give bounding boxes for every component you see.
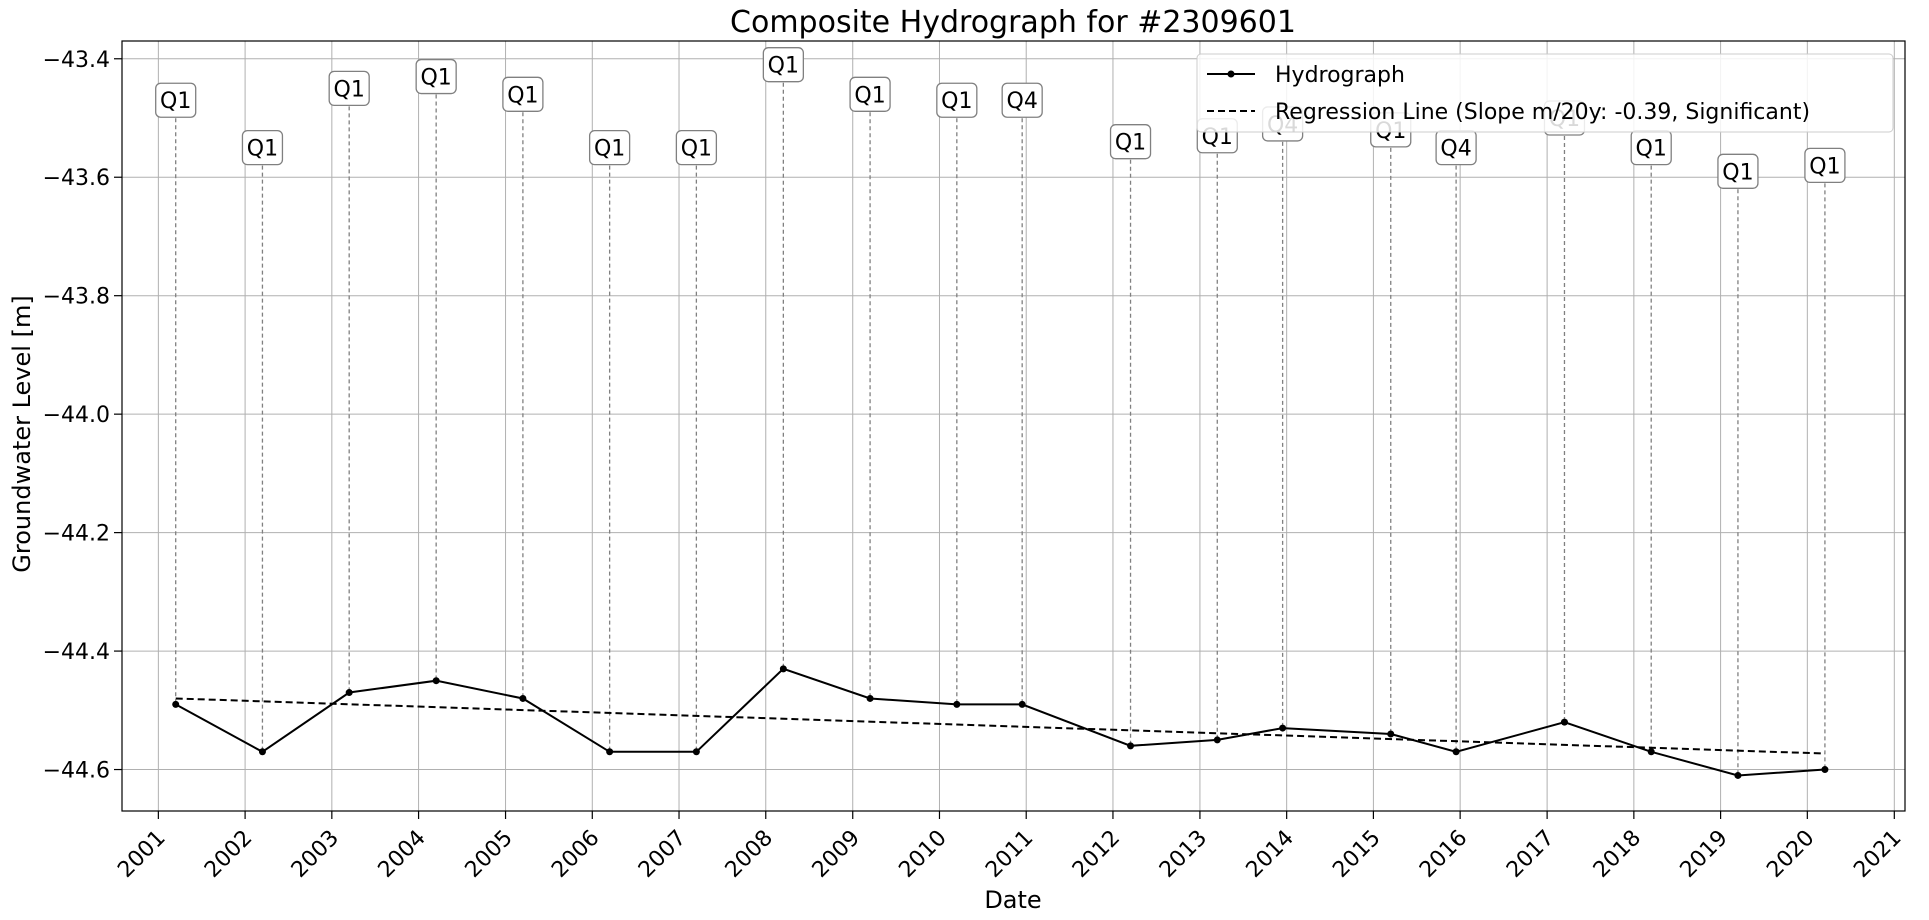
quarter-label: Q1: [247, 137, 278, 162]
y-tick-label: −44.4: [43, 640, 110, 665]
hydrograph-point: [345, 689, 353, 697]
hydrograph-point: [1279, 724, 1287, 732]
series-layer: [172, 665, 1829, 779]
y-tick-label: −43.6: [43, 166, 110, 191]
chart-title: Composite Hydrograph for #2309601: [730, 5, 1296, 40]
legend-regression-label: Regression Line (Slope m/20y: -0.39, Sig…: [1275, 100, 1810, 125]
quarter-label: Q1: [1115, 131, 1146, 156]
hydrograph-point: [866, 694, 874, 702]
quarter-label: Q1: [420, 66, 451, 91]
y-tick-label: −44.6: [43, 759, 110, 784]
quarter-label: Q1: [941, 89, 972, 114]
x-tick-label: 2008: [721, 826, 778, 883]
y-tick-label: −43.4: [43, 48, 110, 73]
x-tick-label: 2004: [374, 826, 431, 883]
hydrograph-line: [175, 667, 1825, 777]
hydrograph-point: [1560, 718, 1568, 726]
quarter-label-box: [675, 129, 718, 166]
y-tick-label: −44.2: [43, 522, 110, 547]
x-tick-label: 2018: [1589, 826, 1646, 883]
quarter-label-box: [155, 82, 197, 118]
quarter-label: Q1: [1722, 160, 1753, 185]
annotation-drop-lines: [175, 82, 1826, 776]
hydrograph-point: [953, 700, 961, 708]
x-tick-label: 2002: [200, 826, 257, 883]
hydrograph-point: [1018, 700, 1026, 708]
x-tick-label: 2005: [461, 826, 518, 883]
quarter-label: Q1: [594, 137, 625, 162]
quarter-label-box: [588, 129, 631, 166]
legend-hydrograph-label: Hydrograph: [1275, 63, 1405, 88]
x-tick-label: 2015: [1328, 826, 1385, 883]
x-tick-label: 2006: [547, 826, 604, 883]
legend: Hydrograph Regression Line (Slope m/20y: …: [1196, 53, 1894, 133]
quarter-label-box: [1001, 82, 1043, 118]
axes: 2001 2002 2003 2004 2005 2006 2007 2008 2009 2010…: [43, 40, 1907, 883]
x-tick-label: 2021: [1849, 826, 1906, 883]
legend-box: [1196, 53, 1894, 133]
hydrograph-point: [1127, 742, 1135, 750]
quarter-label-box: [849, 76, 891, 112]
quarter-label-box: [762, 47, 804, 83]
hydrograph-point: [1647, 748, 1655, 756]
x-tick-label: 2011: [981, 826, 1038, 883]
hydrograph-point: [519, 694, 527, 702]
hydrograph-point: [432, 677, 440, 685]
hydrograph-point: [1213, 736, 1221, 744]
quarter-label: Q1: [1636, 137, 1667, 162]
quarter-label-box: [415, 58, 457, 95]
quarter-label: Q1: [160, 89, 191, 114]
x-tick-label: 2010: [894, 826, 951, 883]
x-tick-label: 2016: [1415, 826, 1472, 883]
x-tick-label: 2007: [634, 826, 691, 883]
x-tick-label: 2019: [1676, 826, 1733, 883]
quarter-label: Q1: [507, 83, 538, 108]
quarter-label: Q1: [681, 137, 712, 162]
y-tick-label: −43.8: [43, 285, 110, 310]
quarter-label-box: [936, 82, 978, 118]
hydrograph-point: [1821, 766, 1829, 774]
quarter-label: Q1: [334, 77, 365, 102]
hydrograph-point: [172, 700, 180, 708]
quarter-label: Q1: [1809, 154, 1840, 179]
hydrograph-point: [1452, 748, 1460, 756]
y-tick-label: −44.0: [43, 403, 110, 428]
hydrograph-point: [692, 748, 700, 756]
quarter-annotations: Q1Q1Q1Q1Q1Q1Q1Q1Q1Q1Q4Q1Q1Q4Q1Q4Q1Q1Q1Q1: [155, 47, 1846, 189]
quarter-label-box: [502, 76, 544, 112]
y-axis-label: Groundwater Level [m]: [8, 295, 36, 572]
quarter-label-box: [1109, 124, 1152, 160]
x-tick-label: 2012: [1068, 826, 1125, 883]
quarter-label-box: [328, 70, 370, 107]
hydrograph-point: [258, 748, 266, 756]
x-tick-label: 2013: [1155, 826, 1212, 883]
quarter-label: Q1: [768, 54, 799, 79]
x-tick-label: 2001: [113, 826, 170, 883]
quarter-label: Q4: [1440, 137, 1471, 162]
quarter-label: Q4: [1007, 89, 1038, 114]
quarter-label-box: [1717, 153, 1759, 189]
legend-hydrograph-marker: [1227, 70, 1235, 78]
regression-line: [175, 697, 1825, 755]
hydrograph-point: [1387, 730, 1395, 738]
x-tick-label: 2017: [1502, 826, 1559, 883]
quarter-label-box: [241, 129, 284, 166]
x-tick-label: 2014: [1242, 826, 1299, 883]
hydrograph-point: [606, 748, 614, 756]
x-tick-label: 2003: [287, 826, 344, 883]
hydrograph-point: [779, 665, 787, 673]
x-tick-label: 2020: [1762, 826, 1819, 883]
x-tick-label: 2009: [808, 826, 865, 883]
x-axis-label: Date: [984, 886, 1041, 914]
quarter-label-box: [1804, 147, 1846, 184]
quarter-label: Q1: [854, 83, 885, 108]
hydrograph-point: [1734, 771, 1742, 779]
plot-frame: [121, 40, 1906, 812]
